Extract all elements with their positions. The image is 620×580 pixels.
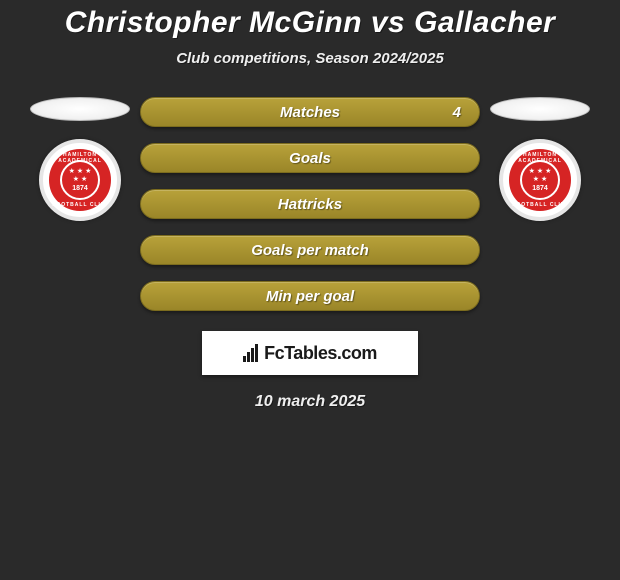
stat-label-goals: Goals bbox=[289, 150, 331, 167]
player-col-left: HAMILTON ACADEMICAL ★ ★ ★ ★ ★ 1874 FOOTB… bbox=[20, 97, 140, 221]
stat-label-mpg: Min per goal bbox=[266, 288, 354, 305]
stat-label-matches: Matches bbox=[280, 104, 340, 121]
stat-bar-gpm: Goals per match bbox=[140, 235, 480, 265]
club-crest-right: HAMILTON ACADEMICAL ★ ★ ★ ★ ★ 1874 FOOTB… bbox=[499, 139, 581, 221]
crest-stars-right-2: ★ ★ bbox=[533, 176, 548, 183]
player-photo-right bbox=[490, 97, 590, 121]
player-photo-left bbox=[30, 97, 130, 121]
crest-text-bottom-left: FOOTBALL CLUB bbox=[49, 202, 111, 208]
crest-text-top-left: HAMILTON ACADEMICAL bbox=[49, 152, 111, 164]
stat-label-gpm: Goals per match bbox=[251, 242, 369, 259]
brand-box: FcTables.com bbox=[202, 331, 418, 375]
crest-center-right: ★ ★ ★ ★ ★ 1874 bbox=[520, 160, 560, 200]
crest-center-left: ★ ★ ★ ★ ★ 1874 bbox=[60, 160, 100, 200]
crest-year-left: 1874 bbox=[72, 185, 88, 192]
club-crest-left-inner: HAMILTON ACADEMICAL ★ ★ ★ ★ ★ 1874 FOOTB… bbox=[47, 147, 113, 213]
stat-bar-matches: Matches 4 bbox=[140, 97, 480, 127]
stat-bar-goals: Goals bbox=[140, 143, 480, 173]
stat-bar-mpg: Min per goal bbox=[140, 281, 480, 311]
main-row: HAMILTON ACADEMICAL ★ ★ ★ ★ ★ 1874 FOOTB… bbox=[0, 97, 620, 311]
stat-label-hattricks: Hattricks bbox=[278, 196, 342, 213]
crest-stars-right: ★ ★ ★ bbox=[529, 168, 552, 175]
club-crest-right-inner: HAMILTON ACADEMICAL ★ ★ ★ ★ ★ 1874 FOOTB… bbox=[507, 147, 573, 213]
page-title: Christopher McGinn vs Gallacher bbox=[65, 6, 556, 40]
club-crest-left: HAMILTON ACADEMICAL ★ ★ ★ ★ ★ 1874 FOOTB… bbox=[39, 139, 121, 221]
brand-text: FcTables.com bbox=[264, 343, 377, 364]
crest-stars-left-2: ★ ★ bbox=[73, 176, 88, 183]
player-col-right: HAMILTON ACADEMICAL ★ ★ ★ ★ ★ 1874 FOOTB… bbox=[480, 97, 600, 221]
crest-text-top-right: HAMILTON ACADEMICAL bbox=[509, 152, 571, 164]
stat-bar-hattricks: Hattricks bbox=[140, 189, 480, 219]
date-text: 10 march 2025 bbox=[255, 393, 365, 411]
stats-column: Matches 4 Goals Hattricks Goals per matc… bbox=[140, 97, 480, 311]
crest-stars-left: ★ ★ ★ bbox=[69, 168, 92, 175]
stat-value-right-matches: 4 bbox=[453, 104, 461, 121]
brand-logo-icon bbox=[243, 344, 258, 362]
crest-year-right: 1874 bbox=[532, 185, 548, 192]
page-subtitle: Club competitions, Season 2024/2025 bbox=[176, 50, 444, 67]
crest-text-bottom-right: FOOTBALL CLUB bbox=[509, 202, 571, 208]
comparison-card: Christopher McGinn vs Gallacher Club com… bbox=[0, 0, 620, 411]
